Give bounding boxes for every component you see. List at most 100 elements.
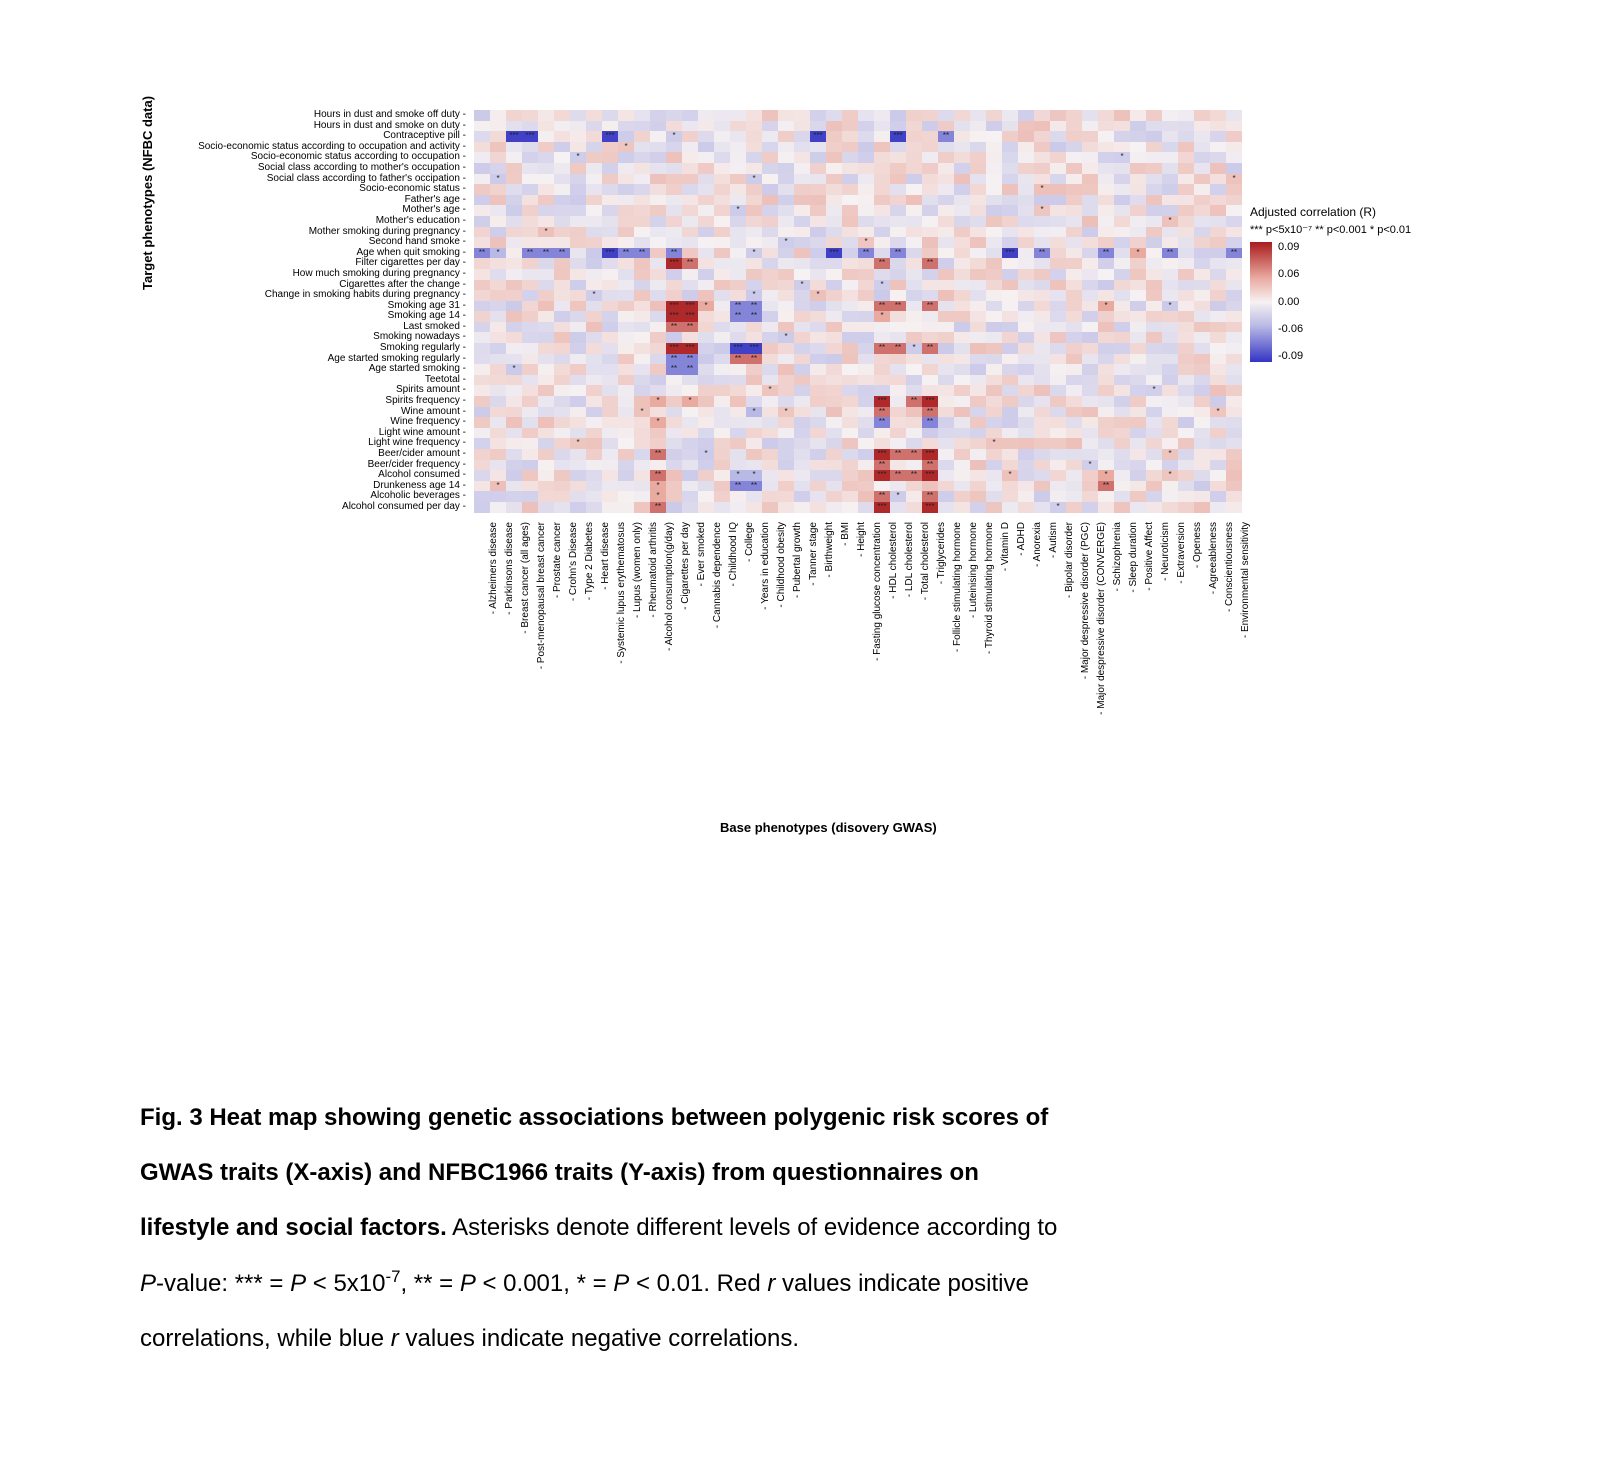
heatmap-cell bbox=[954, 131, 970, 142]
heatmap-cell bbox=[778, 216, 794, 227]
x-label: - Triglycerides bbox=[936, 522, 947, 822]
heatmap-cell: * bbox=[874, 280, 890, 291]
heatmap-cell bbox=[1146, 184, 1162, 195]
heatmap-cell bbox=[794, 428, 810, 439]
heatmap-cell bbox=[570, 322, 586, 333]
heatmap-cell bbox=[1146, 364, 1162, 375]
heatmap-cell bbox=[570, 343, 586, 354]
heatmap-cell bbox=[1018, 290, 1034, 301]
heatmap-cell bbox=[1018, 152, 1034, 163]
heatmap-cell bbox=[586, 385, 602, 396]
heatmap-cell bbox=[522, 385, 538, 396]
heatmap-cell bbox=[762, 227, 778, 238]
heatmap-cell bbox=[1162, 460, 1178, 471]
heatmap-cell bbox=[650, 280, 666, 291]
heatmap-cell bbox=[1034, 322, 1050, 333]
heatmap-cell bbox=[618, 269, 634, 280]
heatmap-cell bbox=[746, 152, 762, 163]
heatmap-cell bbox=[570, 121, 586, 132]
heatmap-cell bbox=[1194, 322, 1210, 333]
heatmap-cell bbox=[1162, 438, 1178, 449]
heatmap-cell bbox=[906, 491, 922, 502]
heatmap-cell bbox=[810, 322, 826, 333]
heatmap-cell bbox=[1162, 142, 1178, 153]
heatmap-cell bbox=[634, 470, 650, 481]
heatmap-cell bbox=[890, 152, 906, 163]
heatmap-cell bbox=[634, 460, 650, 471]
heatmap-cell bbox=[858, 280, 874, 291]
heatmap-cell: ** bbox=[890, 301, 906, 312]
heatmap-cell bbox=[986, 460, 1002, 471]
heatmap-cell bbox=[586, 174, 602, 185]
heatmap-cell bbox=[810, 332, 826, 343]
heatmap-cell bbox=[842, 195, 858, 206]
heatmap-cell bbox=[938, 449, 954, 460]
heatmap-cell bbox=[1114, 332, 1130, 343]
heatmap-cell bbox=[954, 121, 970, 132]
heatmap-cell bbox=[1018, 396, 1034, 407]
heatmap-cell bbox=[634, 205, 650, 216]
heatmap-cell bbox=[730, 491, 746, 502]
heatmap-cell bbox=[1098, 396, 1114, 407]
heatmap-cell bbox=[826, 290, 842, 301]
heatmap-cell bbox=[1210, 301, 1226, 312]
heatmap-cell bbox=[970, 131, 986, 142]
heatmap-cell bbox=[1050, 375, 1066, 386]
heatmap-cell: *** bbox=[890, 131, 906, 142]
heatmap-cell bbox=[1098, 205, 1114, 216]
heatmap-cell bbox=[1194, 385, 1210, 396]
heatmap-cell bbox=[1114, 417, 1130, 428]
heatmap-cell bbox=[1162, 491, 1178, 502]
heatmap-cell bbox=[1226, 110, 1242, 121]
heatmap-cell bbox=[506, 258, 522, 269]
heatmap-cell bbox=[1130, 502, 1146, 513]
heatmap-cell bbox=[922, 205, 938, 216]
heatmap-cell bbox=[1178, 460, 1194, 471]
heatmap-cell bbox=[698, 216, 714, 227]
heatmap-cell bbox=[794, 502, 810, 513]
heatmap-cell bbox=[1146, 121, 1162, 132]
heatmap-cell bbox=[794, 163, 810, 174]
heatmap-cell bbox=[522, 375, 538, 386]
heatmap-cell bbox=[986, 364, 1002, 375]
heatmap-cell bbox=[570, 449, 586, 460]
heatmap-cell bbox=[1098, 311, 1114, 322]
heatmap-cell bbox=[522, 152, 538, 163]
heatmap-cell bbox=[1210, 195, 1226, 206]
caption-P-1: P bbox=[140, 1270, 156, 1297]
x-label: - Post-menopausal breast cancer bbox=[536, 522, 547, 822]
heatmap-cell bbox=[954, 354, 970, 365]
heatmap-cell bbox=[506, 269, 522, 280]
heatmap-cell bbox=[746, 396, 762, 407]
heatmap-cell bbox=[570, 216, 586, 227]
heatmap-cell bbox=[970, 470, 986, 481]
heatmap-cell bbox=[474, 396, 490, 407]
heatmap-cell bbox=[1210, 121, 1226, 132]
heatmap-cell bbox=[746, 237, 762, 248]
heatmap-cell bbox=[1066, 449, 1082, 460]
heatmap-cell bbox=[602, 216, 618, 227]
x-label: - HDL cholesterol bbox=[888, 522, 899, 822]
heatmap-cell bbox=[1130, 195, 1146, 206]
heatmap-cell bbox=[554, 237, 570, 248]
heatmap-cell bbox=[890, 110, 906, 121]
heatmap-cell bbox=[1082, 163, 1098, 174]
heatmap-cell bbox=[474, 184, 490, 195]
heatmap-cell bbox=[778, 375, 794, 386]
heatmap-cell bbox=[1194, 470, 1210, 481]
heatmap-cell: ** bbox=[938, 131, 954, 142]
heatmap-cell bbox=[954, 301, 970, 312]
heatmap-cell bbox=[954, 470, 970, 481]
heatmap-cell bbox=[714, 460, 730, 471]
heatmap-cell bbox=[666, 396, 682, 407]
heatmap-cell bbox=[986, 290, 1002, 301]
heatmap-cell bbox=[778, 152, 794, 163]
heatmap-cell bbox=[506, 460, 522, 471]
heatmap-cell bbox=[682, 460, 698, 471]
heatmap-cell bbox=[1082, 407, 1098, 418]
heatmap-cell bbox=[762, 248, 778, 259]
heatmap-cell bbox=[586, 364, 602, 375]
heatmap-cell bbox=[1178, 131, 1194, 142]
heatmap-cell bbox=[858, 375, 874, 386]
heatmap-cell bbox=[970, 460, 986, 471]
